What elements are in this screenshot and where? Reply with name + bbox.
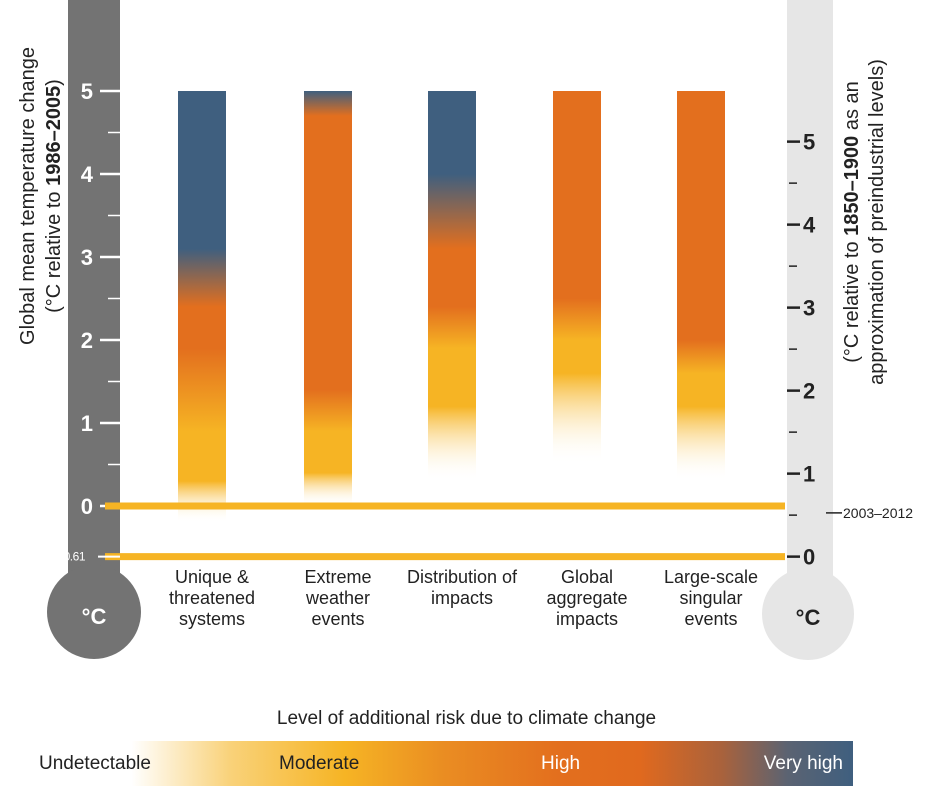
- right-thermometer-unit: °C: [796, 605, 821, 630]
- right-tick-label: 1: [803, 462, 815, 487]
- risk-column: [428, 91, 476, 482]
- left-tick-label-preindustrial: -0.61: [60, 550, 86, 564]
- category-label: Large-scale singular events: [664, 567, 758, 629]
- right-tick-label: 2: [803, 379, 815, 404]
- category-label: Extreme weather events: [304, 567, 371, 629]
- right-thermometer-bulb: [762, 568, 854, 660]
- category-label: Global aggregate impacts: [546, 567, 627, 629]
- left-tick-label: 4: [81, 162, 94, 187]
- annotation-2003-2012: 2003–2012: [843, 505, 913, 521]
- left-tick-label: 5: [81, 79, 93, 104]
- risk-level-high: High: [541, 753, 581, 774]
- right-tick-label: 5: [803, 130, 815, 155]
- right-thermometer-stem: [787, 0, 833, 585]
- risk-scale-bar: Undetectable Moderate High Very high: [33, 741, 853, 786]
- risk-column: [677, 91, 725, 482]
- right-tick-label: 3: [803, 296, 815, 321]
- left-tick-label: 2: [81, 328, 93, 353]
- risk-scale-title: Level of additional risk due to climate …: [276, 708, 657, 729]
- risk-column: [553, 91, 601, 465]
- risk-level-undetectable: Undetectable: [39, 753, 151, 774]
- right-tick-label: 4: [803, 213, 816, 238]
- reference-line-0: [105, 502, 785, 510]
- left-axis-title: Global mean temperature change: [17, 47, 39, 345]
- risk-level-very-high: Very high: [763, 753, 843, 774]
- category-label: Distribution of impacts: [407, 567, 518, 608]
- left-tick-label: 0: [81, 494, 93, 519]
- left-thermometer-unit: °C: [82, 604, 107, 629]
- left-thermometer-stem: [68, 0, 120, 585]
- risk-level-moderate: Moderate: [279, 753, 360, 774]
- risk-column: [178, 91, 226, 523]
- left-tick-label: 1: [81, 411, 93, 436]
- risk-column: [304, 91, 352, 506]
- right-tick-label: 0: [803, 545, 815, 570]
- right-axis-title: (°C relative to 1850–1900 as an: [841, 81, 863, 363]
- left-thermometer-bulb: [47, 565, 141, 659]
- right-axis-title-line2: approximation of preindustrial levels): [866, 59, 888, 385]
- category-label: Unique & threatened systems: [169, 567, 255, 629]
- left-axis-title-line2: (°C relative to 1986–2005): [43, 79, 65, 313]
- reference-line-preindustrial: [105, 553, 785, 561]
- left-tick-label: 3: [81, 245, 93, 270]
